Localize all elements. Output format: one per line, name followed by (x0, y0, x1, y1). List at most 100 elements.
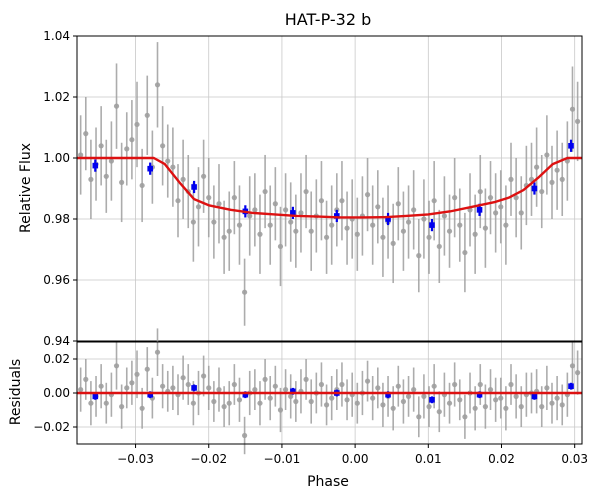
lightcurve-raw-point (83, 131, 89, 137)
residuals-raw-point (303, 376, 309, 382)
lightcurve-y-tick-label: 1.02 (43, 90, 70, 104)
x-tick-label: 0.02 (488, 452, 515, 466)
lightcurve-raw-point (370, 222, 376, 228)
residuals-raw-point (390, 405, 396, 411)
lightcurve-raw-point (211, 219, 217, 225)
lightcurve-raw-point (477, 188, 483, 195)
residuals-raw-point (508, 381, 514, 388)
lightcurve-binned-point (290, 210, 296, 216)
lightcurve-raw-point (231, 195, 237, 201)
residuals-raw-point (272, 383, 278, 389)
lightcurve-raw-point (559, 176, 565, 182)
residuals-raw-point (226, 400, 232, 406)
lightcurve-raw-point (180, 176, 186, 182)
lightcurve-raw-point (190, 219, 196, 225)
residuals-raw-point (252, 387, 258, 393)
lightcurve-raw-point (242, 289, 248, 295)
residuals-raw-point (267, 395, 273, 401)
residuals-raw-point (539, 404, 545, 410)
residuals-raw-point (503, 405, 509, 411)
lightcurve-raw-point (441, 213, 448, 219)
residuals-raw-point (231, 381, 237, 388)
lightcurve-raw-point (462, 249, 468, 256)
residuals-raw-point (569, 363, 576, 369)
residuals-raw-point (575, 370, 581, 376)
residuals-raw-point (277, 407, 284, 413)
lightcurve-binned-point (334, 213, 340, 219)
residuals-raw-point (498, 395, 504, 401)
residuals-raw-point (416, 414, 422, 420)
residuals-raw-point (513, 393, 519, 399)
lightcurve-raw-point (139, 182, 145, 189)
residuals-raw-point (487, 387, 494, 393)
lightcurve-raw-point (165, 158, 171, 164)
residuals-raw-point (88, 400, 94, 406)
lightcurve-raw-point (318, 198, 325, 204)
residuals-raw-point (262, 376, 268, 382)
lightcurve-raw-point (498, 204, 504, 210)
lightcurve-raw-point (108, 158, 114, 164)
lightcurve-raw-point (395, 201, 401, 207)
lightcurve-y-tick-label: 1.00 (43, 151, 70, 165)
lightcurve-raw-point (267, 222, 273, 228)
lightcurve-raw-point (508, 176, 514, 182)
lightcurve-binned-point (92, 162, 99, 169)
residuals-binned-point (476, 391, 483, 398)
lightcurve-raw-point (452, 195, 458, 201)
residuals-raw-point (395, 383, 401, 389)
lightcurve-raw-point (513, 195, 519, 201)
residuals-raw-point (236, 397, 243, 403)
lightcurve-raw-point (247, 213, 253, 219)
lightcurve-y-tick-label: 0.96 (43, 273, 70, 287)
residuals-raw-point (113, 363, 120, 369)
residuals-binned-point (568, 383, 574, 389)
residuals-raw-point (83, 376, 89, 382)
x-tick-label: −0.01 (264, 452, 301, 466)
lightcurve-raw-point (354, 231, 360, 237)
lightcurve-raw-point (201, 173, 207, 179)
residuals-raw-point (119, 404, 125, 410)
residuals-raw-point (329, 395, 335, 401)
residuals-binned-point (531, 393, 538, 400)
residuals-raw-point (554, 395, 560, 401)
lightcurve-raw-point (129, 137, 135, 143)
lightcurve-raw-point (323, 234, 330, 240)
lightcurve-binned-point (429, 222, 435, 228)
lightcurve-raw-point (534, 164, 540, 170)
lightcurve-raw-point (575, 118, 581, 124)
lightcurve-raw-point (226, 228, 232, 234)
lightcurve-raw-point (170, 164, 176, 170)
residuals-raw-point (339, 381, 345, 388)
lightcurve-raw-point (554, 167, 560, 173)
residuals-raw-point (370, 395, 376, 401)
lightcurve-binned-point (476, 207, 483, 213)
lightcurve-raw-point (154, 82, 161, 88)
residuals-binned-point (290, 388, 296, 395)
lightcurve-raw-point (539, 188, 545, 195)
x-tick-label: 0.03 (561, 452, 588, 466)
x-tick-label: −0.02 (190, 452, 227, 466)
lightcurve-raw-point (344, 225, 350, 231)
residuals-y-tick-label: −0.02 (33, 420, 70, 434)
lightcurve-raw-point (544, 152, 550, 158)
lightcurve-raw-point (405, 219, 412, 225)
residuals-raw-point (344, 397, 350, 403)
residuals-raw-point (518, 404, 524, 410)
lightcurve-raw-point (436, 243, 442, 250)
residuals-raw-point (354, 400, 360, 406)
residuals-raw-point (318, 381, 325, 388)
lightcurve-raw-point (277, 243, 284, 250)
lightcurve-raw-point (457, 222, 463, 228)
lightcurve-y-tick-label: 0.94 (43, 334, 70, 348)
residuals-binned-point (242, 391, 249, 398)
residuals-binned-point (429, 397, 435, 403)
residuals-raw-point (426, 404, 432, 410)
lightcurve-raw-point (175, 198, 181, 204)
residuals-raw-point (154, 349, 161, 355)
residuals-raw-point (477, 381, 483, 388)
lightcurve-raw-point (339, 198, 345, 204)
lightcurve-raw-point (390, 240, 396, 246)
residuals-raw-point (559, 402, 565, 408)
lightcurve-binned-point (385, 216, 391, 222)
